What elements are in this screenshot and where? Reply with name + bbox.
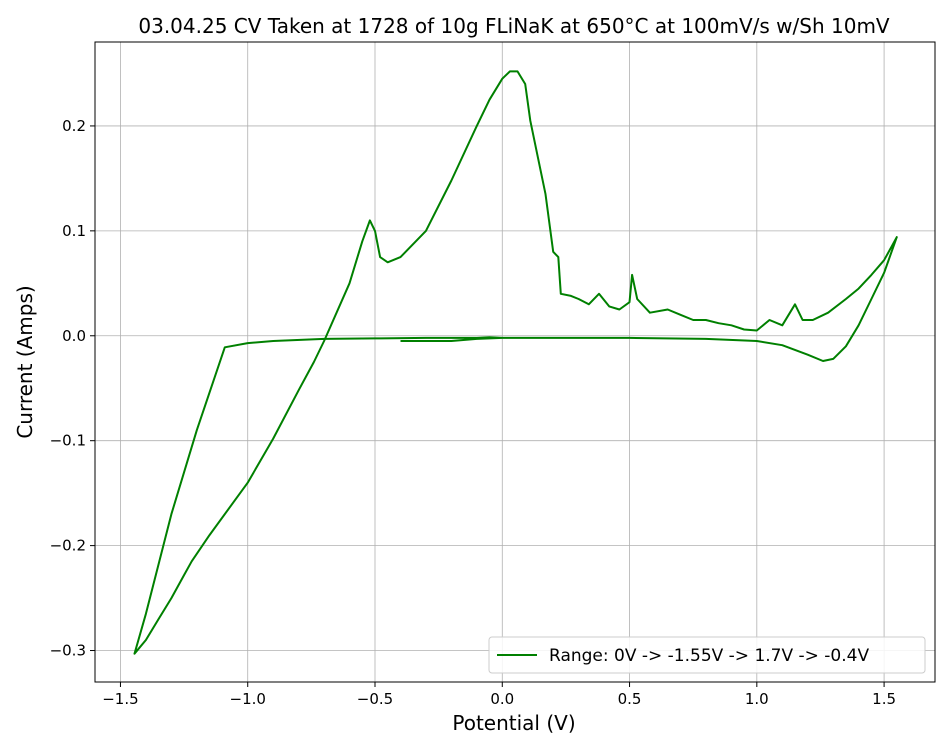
x-axis: −1.5 −1.0 −0.5 0.0 0.5 1.0 1.5	[102, 682, 896, 708]
y-axis: −0.3 −0.2 −0.1 0.0 0.1 0.2	[50, 117, 95, 660]
y-tick-label: 0.1	[62, 222, 86, 240]
x-tick-label: 1.5	[872, 690, 896, 708]
y-tick-label: −0.2	[50, 537, 86, 555]
y-tick-label: 0.0	[62, 327, 86, 345]
legend-label: Range: 0V -> -1.55V -> 1.7V -> -0.4V	[549, 646, 869, 666]
x-tick-label: 1.0	[745, 690, 769, 708]
series-line	[133, 70, 898, 655]
y-tick-label: −0.1	[50, 432, 86, 450]
x-axis-label: Potential (V)	[452, 711, 575, 735]
y-tick-label: −0.3	[50, 642, 86, 660]
chart-title: 03.04.25 CV Taken at 1728 of 10g FLiNaK …	[138, 14, 890, 38]
x-tick-label: −1.5	[102, 690, 138, 708]
y-tick-label: 0.2	[62, 117, 86, 135]
legend: Range: 0V -> -1.55V -> 1.7V -> -0.4V	[488, 636, 926, 674]
x-tick-label: −1.0	[230, 690, 266, 708]
x-tick-label: 0.5	[618, 690, 642, 708]
plot-area	[94, 41, 936, 683]
y-axis-label: Current (Amps)	[13, 285, 37, 438]
x-tick-label: 0.0	[490, 690, 514, 708]
legend-box	[488, 636, 926, 674]
grid	[95, 42, 935, 682]
x-tick-label: −0.5	[357, 690, 393, 708]
